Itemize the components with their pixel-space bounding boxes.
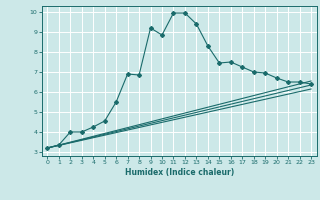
X-axis label: Humidex (Indice chaleur): Humidex (Indice chaleur) (124, 168, 234, 177)
